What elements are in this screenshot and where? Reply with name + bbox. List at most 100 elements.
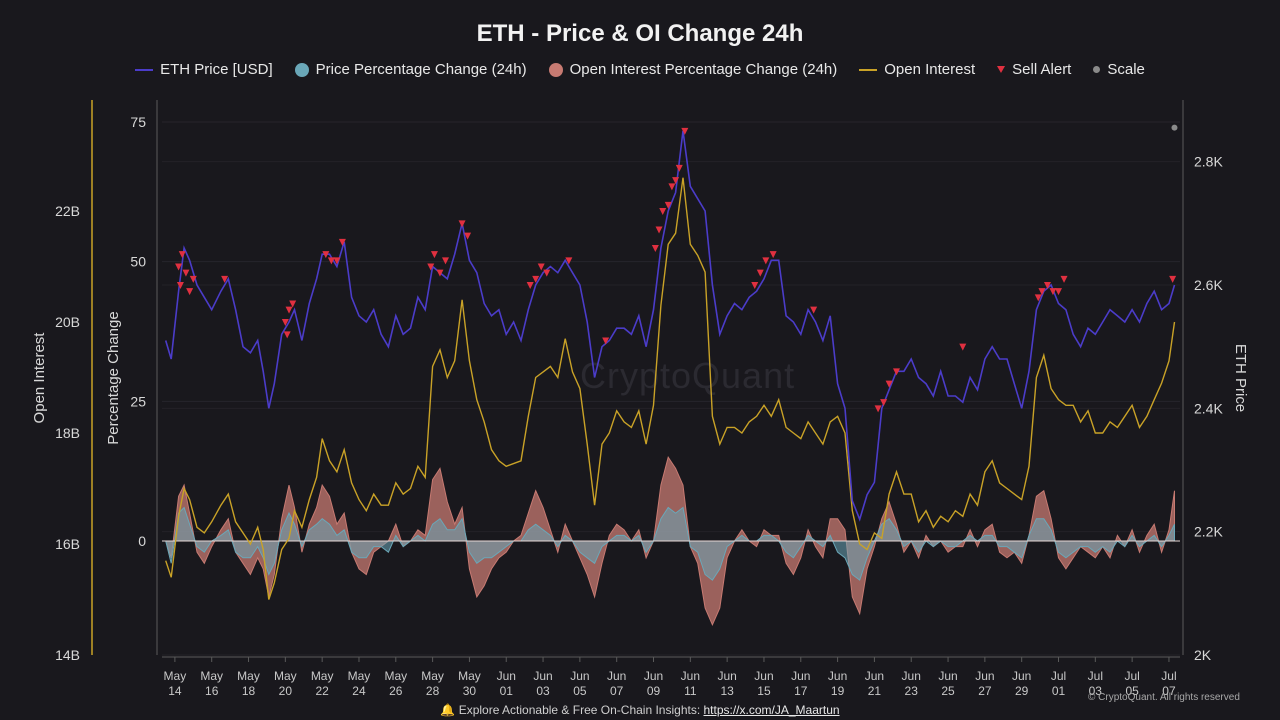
sell-alert-marker [1169,275,1177,283]
tick-label-percentage: 50 [130,254,146,270]
series-area-price-change [165,506,1175,581]
x-tick-label-month: May [348,669,371,683]
sell-alert-marker [885,380,893,388]
sell-alert-marker [655,226,663,234]
footer-link[interactable]: https://x.com/JA_Maartun [703,703,840,717]
tick-label-open-interest: 18B [55,425,80,441]
tick-label-open-interest: 14B [55,647,80,663]
x-tick-label-day: 01 [1052,684,1066,698]
sell-alert-marker [651,245,659,252]
x-tick-label-month: Jun [607,669,626,683]
x-tick-label-day: 03 [536,684,550,698]
x-tick-label-day: 22 [315,684,329,698]
legend-swatch-scale [1093,66,1101,73]
legend-label-oi-change: Open Interest Percentage Change (24h) [569,61,838,78]
tick-label-open-interest: 22B [55,203,80,219]
sell-alert-marker [182,269,190,277]
tick-label-eth-price: 2K [1194,647,1212,663]
x-tick-label-day: 26 [389,684,403,698]
x-tick-label-month: May [458,669,481,683]
x-tick-label-month: Jun [791,669,810,683]
legend-item-sell-alert[interactable]: Sell Alert [997,61,1071,78]
x-tick-label-month: Jun [497,669,516,683]
sell-alert-marker [1055,288,1063,296]
legend-item-open-interest[interactable]: Open Interest [859,61,975,78]
tick-label-eth-price: 2.6K [1194,277,1223,293]
sell-alert-marker [664,201,672,209]
x-tick-label-day: 03 [1089,684,1103,698]
sell-alert-marker [675,164,683,172]
sell-alert-marker [565,257,573,265]
x-tick-label-day: 11 [684,684,697,698]
x-tick-label-day: 09 [647,684,661,698]
legend-label-scale: Scale [1107,61,1145,78]
sell-alert-marker [176,282,184,289]
x-tick-label-day: 23 [905,684,919,698]
x-tick-label-month: Jul [1088,669,1103,683]
x-tick-label-month: Jul [1161,669,1176,683]
sell-alert-marker [1038,288,1046,296]
x-tick-label-month: Jun [754,669,773,683]
sell-alert-marker [959,343,967,351]
sell-alert-marker [464,232,472,240]
sell-alert-marker [1049,288,1057,296]
sell-alert-marker [441,257,449,265]
x-tick-label-day: 19 [831,684,845,698]
legend-label-sell-alert: Sell Alert [1012,61,1072,78]
sell-alert-marker [427,263,435,271]
legend-item-eth-price[interactable]: ETH Price [USD] [135,61,273,78]
legend-swatch-open-interest [859,68,878,71]
x-tick-label-day: 18 [242,684,256,698]
sell-alert-marker [602,337,610,345]
legend-swatch-oi-change [548,62,563,77]
tick-label-percentage: 0 [138,533,146,549]
x-tick-label-day: 20 [279,684,293,698]
x-tick-label-month: Jun [1012,669,1031,683]
tick-label-percentage: 75 [130,114,146,130]
sell-alert-marker [810,306,818,314]
sell-alert-marker [659,208,667,215]
sell-alert-marker [1060,275,1068,283]
x-tick-label-month: May [200,669,223,683]
legend-item-scale[interactable]: Scale [1093,61,1145,78]
x-tick-label-month: May [384,669,407,683]
sell-alert-marker [221,275,229,283]
axis-title-percentage: Percentage Change [105,311,122,444]
sell-alert-marker [668,183,676,191]
x-tick-label-day: 05 [573,684,587,698]
x-tick-label-month: May [237,669,260,683]
x-tick-label-day: 30 [463,684,477,698]
x-tick-label-day: 14 [168,684,182,698]
x-tick-label-day: 05 [1125,684,1139,698]
x-tick-label-month: May [421,669,444,683]
legend-item-price-change[interactable]: Price Percentage Change (24h) [294,61,527,78]
sell-alert-marker [769,251,777,259]
legend-item-oi-change[interactable]: Open Interest Percentage Change (24h) [548,61,838,78]
x-tick-label-month: Jun [533,669,552,683]
x-tick-label-month: Jun [681,669,700,683]
watermark: CryptoQuant [580,355,796,396]
sell-alert-marker [338,238,346,246]
sell-alert-marker [1043,282,1051,289]
sell-alert-marker [283,331,291,339]
x-tick-label-month: Jun [828,669,847,683]
x-tick-label-month: Jun [865,669,884,683]
legend-label-price-change: Price Percentage Change (24h) [315,61,527,78]
sell-alert-marker [874,405,882,413]
sell-alert-marker [532,275,540,283]
sell-alert-marker [327,257,335,265]
sell-alert-marker [893,368,901,376]
x-tick-label-month: May [311,669,334,683]
footer: 🔔 Explore Actionable & Free On-Chain Ins… [0,703,1280,717]
tick-label-eth-price: 2.8K [1194,154,1223,170]
sell-alert-marker [175,263,183,271]
sell-alert-marker [751,282,759,289]
x-tick-label-day: 16 [205,684,219,698]
sell-alert-marker [537,263,545,271]
legend-label-eth-price: ETH Price [USD] [160,61,273,78]
sell-alert-marker [756,269,764,277]
series-line-open-interest [165,177,1176,600]
sell-alert-marker [672,177,680,185]
x-tick-label-month: May [164,669,187,683]
x-tick-label-month: Jun [717,669,736,683]
